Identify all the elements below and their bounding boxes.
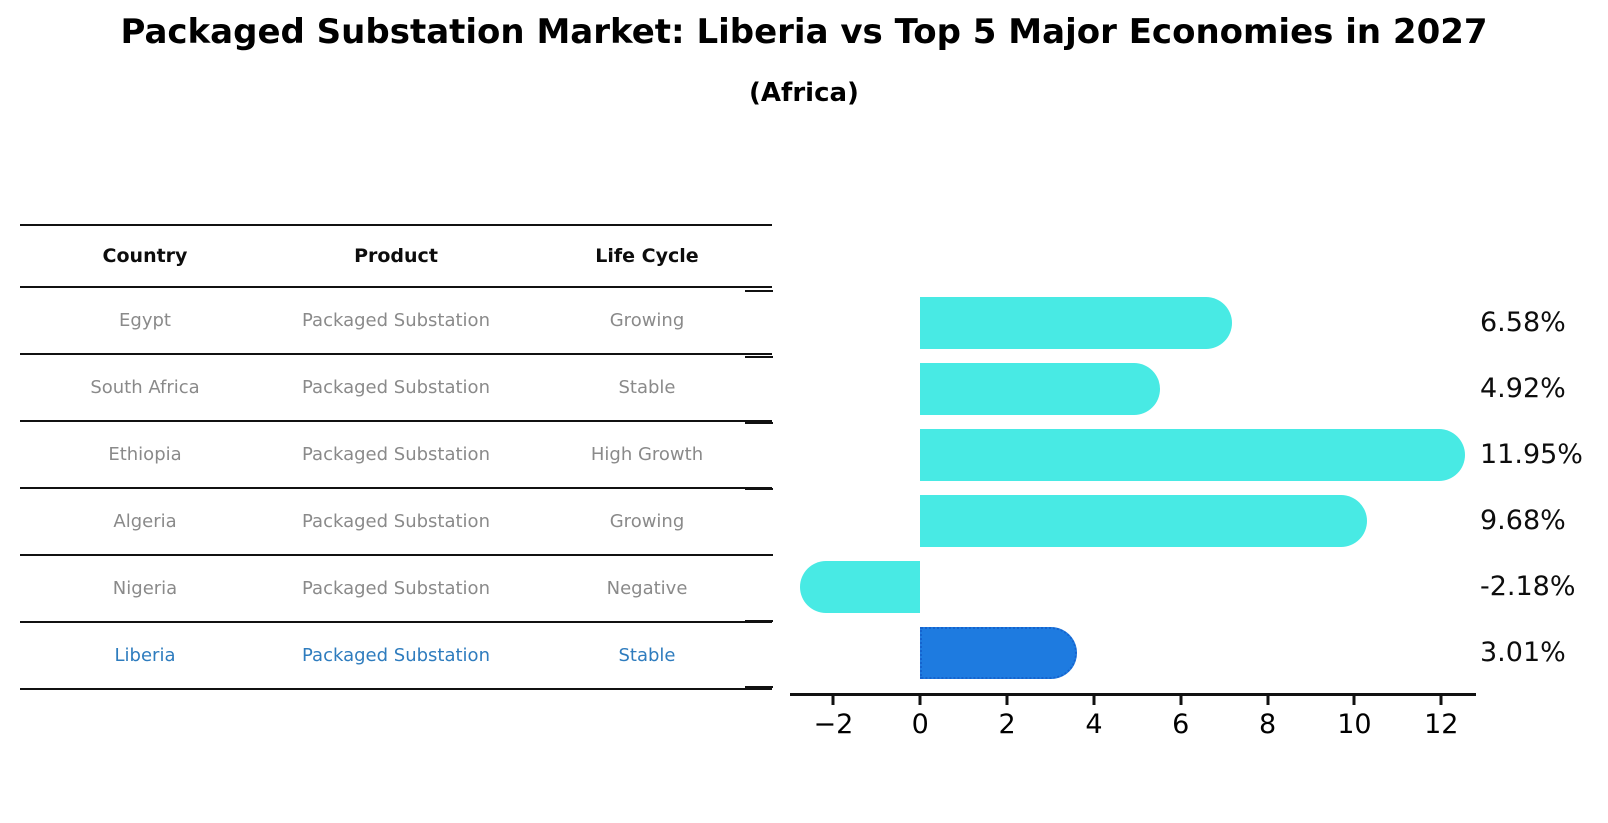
table-cell-country: Algeria (113, 511, 177, 532)
x-axis-tick (1179, 693, 1183, 705)
table-body: Egypt Packaged Substation Growing South Afr… (20, 288, 772, 690)
column-header-product: Product (354, 245, 438, 267)
x-axis-tick-label: 10 (1337, 709, 1372, 740)
x-axis-tick (831, 693, 835, 705)
column-header-life-cycle: Life Cycle (595, 245, 699, 267)
x-axis-tick (1266, 693, 1270, 705)
table-cell-life-cycle: Growing (609, 310, 685, 331)
bar-egypt (920, 297, 1232, 349)
data-table: Country Product Life Cycle Egypt Packaged… (20, 224, 772, 690)
table-cell-life-cycle: Growing (609, 511, 685, 532)
table-row: Liberia Packaged Substation Stable (20, 623, 772, 690)
chart-title: Packaged Substation Market: Liberia vs T… (120, 12, 1488, 52)
table-cell-product: Packaged Substation (302, 511, 490, 532)
x-axis-tick (1352, 693, 1356, 705)
table-row: Nigeria Packaged Substation Negative (20, 556, 772, 623)
x-axis-tick (1439, 693, 1443, 705)
y-axis-tick (745, 356, 773, 358)
y-axis-tick (745, 686, 773, 688)
value-label: 6.58% (1480, 307, 1566, 338)
table-cell-country: South Africa (90, 377, 200, 398)
column-header-country: Country (102, 245, 188, 267)
table-row: Ethiopia Packaged Substation High Growth (20, 422, 772, 489)
x-axis-tick-label: 4 (1085, 709, 1103, 740)
table-cell-life-cycle: Negative (606, 578, 688, 599)
table-cell-country: Ethiopia (108, 444, 182, 465)
bar-ethiopia (920, 429, 1466, 481)
y-axis-tick (745, 554, 773, 556)
table-cell-product: Packaged Substation (302, 310, 490, 331)
table-cell-product: Packaged Substation (302, 377, 490, 398)
table-cell-product: Packaged Substation (302, 645, 490, 666)
table-cell-product: Packaged Substation (302, 578, 490, 599)
bar-south-africa (920, 363, 1160, 415)
bar-algeria (920, 495, 1367, 547)
x-axis-tick-label: 2 (998, 709, 1016, 740)
x-axis-tick (1092, 693, 1096, 705)
table-cell-product: Packaged Substation (302, 444, 490, 465)
x-axis-tick-label: −2 (813, 709, 854, 740)
x-axis-tick (918, 693, 922, 705)
table-cell-life-cycle: Stable (618, 377, 676, 398)
table-row: Egypt Packaged Substation Growing (20, 288, 772, 355)
value-label: -2.18% (1480, 571, 1576, 602)
y-axis-tick (745, 620, 773, 622)
table-cell-country: Nigeria (112, 578, 178, 599)
table-row: Algeria Packaged Substation Growing (20, 489, 772, 556)
y-axis-tick (745, 422, 773, 424)
table-cell-life-cycle: High Growth (590, 444, 704, 465)
chart-subtitle: (Africa) (749, 78, 859, 108)
value-label: 11.95% (1480, 439, 1583, 470)
table-cell-life-cycle: Stable (618, 645, 676, 666)
x-axis-tick-label: 0 (911, 709, 929, 740)
bar-nigeria (799, 561, 921, 613)
table-cell-country: Egypt (119, 310, 171, 331)
value-label: 9.68% (1480, 505, 1566, 536)
table-cell-country: Liberia (114, 645, 176, 666)
x-axis-tick-label: 6 (1172, 709, 1190, 740)
table-header-row: Country Product Life Cycle (20, 226, 772, 288)
value-label: 3.01% (1480, 637, 1566, 668)
bar-chart: −2 0 2 4 6 8 10 12 6.58% 4.92% 11.95% 9.68% -2.18% 3.… (745, 283, 1608, 763)
x-axis-line (790, 693, 1476, 696)
bar-highlight-liberia (920, 627, 1077, 679)
table-row: South Africa Packaged Substation Stable (20, 355, 772, 422)
x-axis-tick-label: 8 (1259, 709, 1277, 740)
x-axis-tick (1005, 693, 1009, 705)
y-axis-tick (745, 290, 773, 292)
y-axis-tick (745, 488, 773, 490)
x-axis-tick-label: 12 (1424, 709, 1459, 740)
value-label: 4.92% (1480, 373, 1566, 404)
